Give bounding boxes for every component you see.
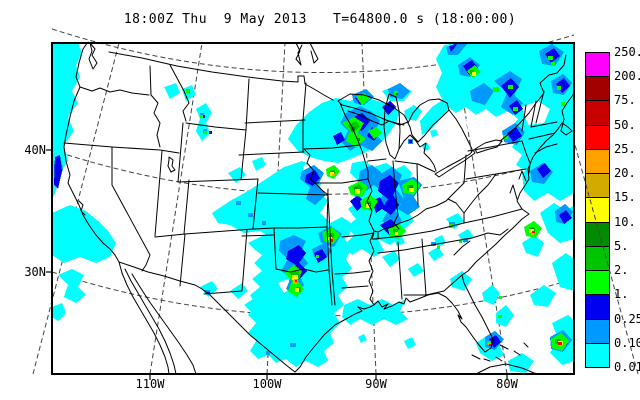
canada-lakes — [296, 43, 302, 65]
title-model-time: T=64800.0 s (18:00:00) — [333, 12, 516, 27]
colorbar-box-3 — [585, 125, 610, 150]
colorbar-label-0: 250. — [614, 46, 640, 58]
colorbar-box-11 — [585, 319, 610, 344]
colorbar-label-11: 0.25 — [614, 313, 640, 325]
colorbar-label-6: 15. — [614, 191, 636, 203]
colorbar-label-9: 2. — [614, 264, 628, 276]
colorbar-box-9 — [585, 270, 610, 295]
colorbar-label-8: 5. — [614, 240, 628, 252]
colorbar-box-1 — [585, 76, 610, 101]
lat-label-40n: 40N — [16, 144, 46, 156]
colorbar-label-13: 0.01 — [614, 361, 640, 373]
plot-title: 18:00Z Thu 9 May 2013 T=64800.0 s (18:00:… — [0, 12, 640, 27]
mexico-mainland-coast — [132, 274, 196, 374]
colorbar-box-0 — [585, 52, 610, 77]
colorbar-label-3: 50. — [614, 119, 636, 131]
colorbar-box-10 — [585, 294, 610, 319]
colorbar-label-4: 25. — [614, 143, 636, 155]
colorbar-label-1: 200. — [614, 70, 640, 82]
map-canvas — [52, 43, 574, 374]
lake-ontario — [475, 140, 502, 153]
colorbar-label-2: 75. — [614, 94, 636, 106]
colorbar-label-12: 0.10 — [614, 337, 640, 349]
colorbar-box-8 — [585, 246, 610, 271]
weather-map-screen: { "title": { "timestamp": "18:00Z Thu 9 … — [0, 0, 640, 400]
canada-lakes-2 — [310, 43, 318, 63]
title-timestamp: 18:00Z Thu 9 May 2013 — [124, 12, 307, 27]
great-salt-lake — [168, 157, 175, 172]
colorbar-box-2 — [585, 100, 610, 125]
colorbar-box-4 — [585, 149, 610, 174]
colorbar-box-6 — [585, 197, 610, 222]
lake-erie — [435, 150, 475, 177]
colorbar-label-5: 20. — [614, 167, 636, 179]
lat-label-30n: 30N — [16, 266, 46, 278]
gulf-of-california — [125, 269, 176, 374]
chesapeake-bay — [510, 185, 517, 199]
puget-sound — [89, 43, 97, 69]
colorbar-label-7: 10. — [614, 216, 636, 228]
colorbar-box-12 — [585, 343, 610, 368]
